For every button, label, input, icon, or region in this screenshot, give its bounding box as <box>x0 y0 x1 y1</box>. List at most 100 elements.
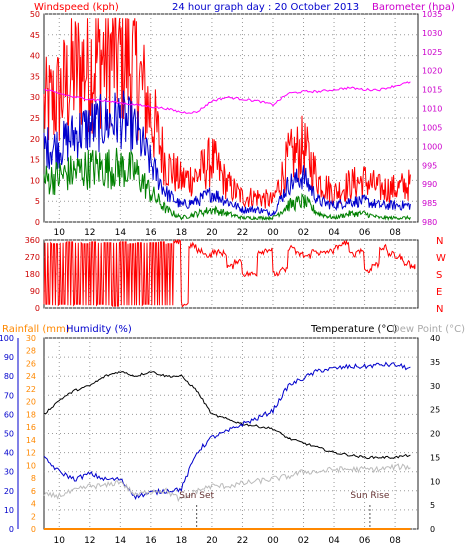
windspeed-series <box>43 17 411 222</box>
tick-label: 24 <box>26 372 36 381</box>
tick-label: 06 <box>359 536 371 546</box>
humidity-ticks: 0 10 20 30 40 50 60 70 80 90 100 <box>0 334 19 534</box>
chart-title: 24 hour graph day : 20 October 2013 <box>172 2 359 13</box>
series-line-direction-avg <box>43 147 411 222</box>
tick-label: 80 <box>4 372 14 381</box>
humidity-axis-title: Humidity (%) <box>66 324 132 335</box>
tick-label: 1000 <box>422 142 442 151</box>
barometer-ticks: 980 985 990 995 1000 1005 1010 1015 1020 1025 1030… <box>422 10 442 227</box>
tick-label: 25 <box>430 406 440 415</box>
tick-label: 40 <box>30 52 40 61</box>
tick-label: 40 <box>430 334 440 343</box>
rainfall-axis-title: Rainfall (mm) <box>2 324 70 335</box>
tick-label: 02 <box>298 536 309 546</box>
tick-label: 28 <box>26 347 36 356</box>
tick-label: 1030 <box>422 29 442 38</box>
tick-label: 00 <box>267 228 279 238</box>
tick-label: 20 <box>206 228 218 238</box>
series-line-gust <box>43 17 411 209</box>
tick-label: 35 <box>430 358 440 367</box>
tick-label: 1010 <box>422 105 442 114</box>
compass-label: N <box>436 236 443 247</box>
tick-label: 40 <box>4 449 14 458</box>
windspeed-ticks: 0 5 10 15 20 25 30 35 40 45 50 <box>30 10 40 227</box>
tick-label: 10 <box>54 536 66 546</box>
tick-label: 10 <box>26 461 36 470</box>
tick-label: 50 <box>4 430 14 439</box>
tick-label: 18 <box>176 536 188 546</box>
tick-label: 04 <box>328 536 340 546</box>
tick-label: 16 <box>26 423 36 432</box>
tick-label: 08 <box>389 228 401 238</box>
temperature-axis-title: Temperature (°C) <box>310 324 397 335</box>
tick-label: 8 <box>31 474 36 483</box>
tick-label: 90 <box>4 353 14 362</box>
tick-label: 6 <box>31 487 36 496</box>
dew-point-axis-title: Dew Point (°C) <box>392 324 465 335</box>
tick-label: 1015 <box>422 86 442 95</box>
tick-label: 20 <box>206 536 218 546</box>
wind-direction-series <box>43 238 416 308</box>
tick-label: 270 <box>25 253 40 262</box>
tick-label: 35 <box>30 72 40 81</box>
tick-label: 12 <box>26 449 36 458</box>
tick-label: 980 <box>422 218 437 227</box>
tick-label: 0 <box>430 525 435 534</box>
windspeed-axis-title: Windspeed (kph) <box>34 2 119 13</box>
sun-annotations: Sun Set Sun Rise <box>179 491 390 529</box>
tick-label: 10 <box>30 176 40 185</box>
compass-label: E <box>436 287 442 298</box>
tick-label: 995 <box>422 161 437 170</box>
tick-label: 1035 <box>422 10 442 19</box>
windspeed-time-ticks: 10 12 14 16 18 20 22 00 02 04 06 08 <box>54 228 402 238</box>
tick-label: 08 <box>389 536 401 546</box>
tick-label: 16 <box>145 228 157 238</box>
barometer-axis-title: Barometer (hpa) <box>372 2 455 13</box>
tick-label: 4 <box>31 500 36 509</box>
temperature-time-ticks: 10 12 14 16 18 20 22 00 02 04 06 08 <box>54 536 402 546</box>
tick-label: 26 <box>26 359 36 368</box>
tick-label: 0 <box>35 218 40 227</box>
temperature-plot-area <box>43 337 419 530</box>
series-line-temperature <box>43 371 411 460</box>
tick-label: 30 <box>26 334 36 343</box>
tick-label: 10 <box>4 506 14 515</box>
tick-label: 02 <box>298 228 309 238</box>
tick-label: 1025 <box>422 48 442 57</box>
compass-label: W <box>436 253 446 264</box>
tick-label: 30 <box>30 93 40 102</box>
series-line-average <box>43 90 411 217</box>
tick-label: 70 <box>4 391 14 400</box>
tick-label: 5 <box>430 501 435 510</box>
wind-direction-ticks: 0 90 180 270 360 <box>25 236 40 313</box>
series-line-barometer <box>43 81 411 114</box>
tick-label: 360 <box>25 236 40 245</box>
tick-label: 04 <box>328 228 340 238</box>
tick-label: 14 <box>26 436 36 445</box>
tick-label: 22 <box>237 228 248 238</box>
compass-label: N <box>436 304 443 315</box>
tick-label: 22 <box>237 536 248 546</box>
tick-label: 22 <box>26 385 36 394</box>
tick-label: 985 <box>422 199 437 208</box>
tick-label: 90 <box>30 287 40 296</box>
tick-label: 20 <box>4 487 14 496</box>
tick-label: 1020 <box>422 67 442 76</box>
tick-label: 990 <box>422 180 437 189</box>
tick-label: 30 <box>430 382 440 391</box>
tick-label: 1005 <box>422 123 442 132</box>
tick-label: 15 <box>430 453 440 462</box>
temperature-ticks: 0 5 10 15 20 25 30 35 40 <box>430 334 440 534</box>
tick-label: 30 <box>4 468 14 477</box>
sun-annotation-label: Sun Set <box>179 491 214 501</box>
sun-annotation-label: Sun Rise <box>350 491 389 501</box>
tick-label: 20 <box>30 135 40 144</box>
tick-label: 14 <box>115 228 127 238</box>
series-line-dew-point <box>43 463 411 503</box>
series-line-wind-direction <box>43 238 416 308</box>
tick-label: 18 <box>26 410 36 419</box>
tick-label: 18 <box>176 228 188 238</box>
tick-label: 20 <box>26 398 36 407</box>
tick-label: 0 <box>31 525 36 534</box>
